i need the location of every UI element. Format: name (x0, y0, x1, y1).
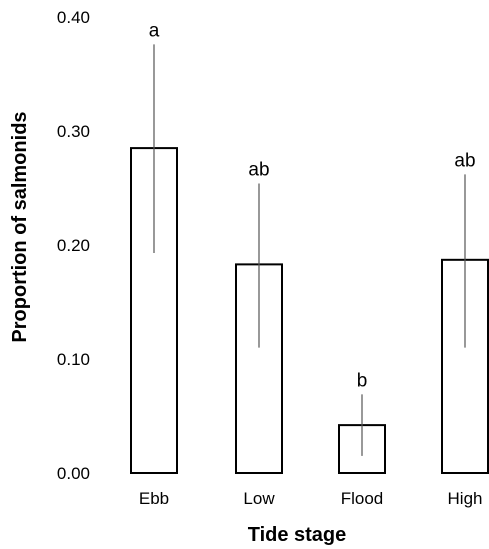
y-tick-label: 0.30 (57, 122, 90, 141)
x-tick-label: High (448, 489, 483, 508)
x-axis-ticks: Ebb Low Flood High (139, 489, 483, 508)
significance-label: ab (248, 159, 269, 180)
y-tick-label: 0.40 (57, 8, 90, 27)
x-tick-label: Flood (341, 489, 384, 508)
y-tick-label: 0.00 (57, 464, 90, 483)
significance-label: b (357, 370, 368, 391)
y-axis-ticks: 0.00 0.10 0.20 0.30 0.40 (57, 8, 90, 483)
significance-label: ab (454, 150, 475, 171)
bar-high (441, 258, 489, 474)
error-bars (153, 44, 466, 456)
x-tick-label: Low (243, 489, 275, 508)
y-tick-label: 0.20 (57, 236, 90, 255)
y-tick-label: 0.10 (57, 350, 90, 369)
x-tick-label: Ebb (139, 489, 169, 508)
x-axis-title: Tide stage (248, 524, 347, 546)
significance-label: a (149, 20, 160, 41)
bars (130, 147, 489, 474)
y-axis-title: Proportion of salmonids (9, 111, 31, 342)
significance-labels: a ab b ab (149, 20, 476, 391)
